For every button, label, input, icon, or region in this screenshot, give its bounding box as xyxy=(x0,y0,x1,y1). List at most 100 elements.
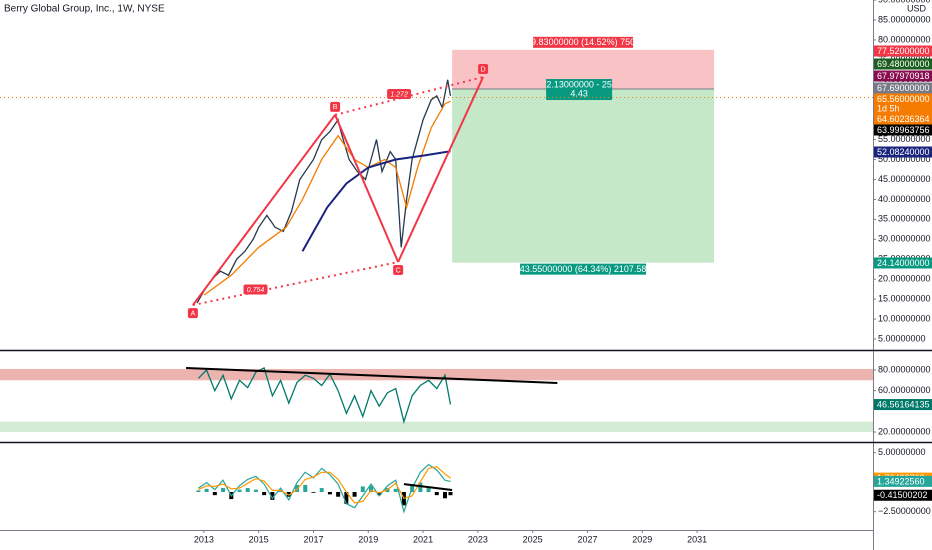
histogram-bar xyxy=(196,490,201,492)
pattern-ratio-line xyxy=(192,261,399,307)
currency: USD xyxy=(907,3,927,13)
x-tick-label: 2027 xyxy=(577,534,597,544)
target-zone xyxy=(452,89,715,263)
histogram-bar xyxy=(360,486,365,492)
y-tick-label: 20.00000000 xyxy=(878,426,931,436)
histogram-bar xyxy=(369,485,374,492)
histogram-bar xyxy=(393,488,398,492)
macd-line xyxy=(198,463,451,514)
stop-label: 9.83000000 (14.52%) 750 xyxy=(531,37,635,47)
ratio-label: 0.754 xyxy=(247,287,265,294)
last-value-label-bg xyxy=(874,399,932,411)
target-label: 43.55000000 (64.34%) 2107.58 xyxy=(520,264,647,274)
x-tick-label: 2031 xyxy=(687,534,707,544)
y-tick-label: 50.00000000 xyxy=(878,154,931,164)
histogram-bar xyxy=(352,491,357,497)
x-tick-label: 2029 xyxy=(632,534,652,544)
histogram-bar xyxy=(418,482,423,492)
price-label: 52.08240000 xyxy=(877,147,930,157)
last-value-label-bg xyxy=(874,475,932,487)
y-tick-label: 55.00000000 xyxy=(878,134,931,144)
x-tick-label: 2013 xyxy=(194,534,214,544)
y-tick-label: 15.00000000 xyxy=(878,293,931,303)
point-label-bg xyxy=(478,64,489,75)
histogram-bar xyxy=(336,491,341,497)
price-label: 67.69000000 xyxy=(877,83,930,93)
price-label-bg xyxy=(874,58,932,70)
x-tick-label: 2025 xyxy=(523,534,543,544)
point-label-bg xyxy=(330,101,341,112)
price-label: 77.52000000 xyxy=(877,46,930,56)
histogram-bar xyxy=(448,491,453,496)
histogram-bar xyxy=(286,491,291,497)
countdown-bg xyxy=(874,104,932,114)
histogram-bar xyxy=(295,484,300,492)
last-value-label: 46.56164135 xyxy=(877,399,930,409)
price-label: 67.97970918 xyxy=(877,71,930,81)
histogram-bar xyxy=(270,491,275,500)
point-label-bg xyxy=(187,308,198,319)
price-label-bg xyxy=(874,257,932,269)
pattern-ratio-line xyxy=(334,76,484,116)
rsi-band xyxy=(0,368,873,381)
y-tick-label: 20.00000000 xyxy=(878,274,931,284)
countdown: 1d 5h xyxy=(877,103,900,113)
rsi-band xyxy=(0,421,873,432)
price-label-bg xyxy=(874,45,932,57)
y-tick-label: 80.00000000 xyxy=(878,34,931,44)
ratio-label: 4.43 xyxy=(570,88,588,98)
point-label: D xyxy=(481,66,486,73)
histogram-bar xyxy=(253,489,258,492)
histogram-bar xyxy=(377,491,382,496)
histogram-bar xyxy=(434,491,439,496)
x-tick-label: 2017 xyxy=(303,534,323,544)
histogram-bar xyxy=(327,491,332,495)
ratio-label-bg xyxy=(243,284,268,295)
y-tick-label: 10.00000000 xyxy=(878,313,931,323)
histogram-bar xyxy=(221,488,226,492)
price-label-bg xyxy=(874,113,932,125)
y-tick-label: 80.00000000 xyxy=(878,364,931,374)
pattern-leg xyxy=(334,114,400,263)
entry-label: 2.13000000 - 25 xyxy=(546,79,612,89)
y-tick-label: 30.00000000 xyxy=(878,234,931,244)
ratio-label: 1.272 xyxy=(390,91,408,98)
x-tick-label: 2019 xyxy=(358,534,378,544)
last-value-label: -0.41500202 xyxy=(877,490,928,500)
trendline xyxy=(403,483,453,491)
histogram-bar xyxy=(212,491,217,496)
ratio-label-bg xyxy=(387,88,412,99)
y-tick-label: 45.00000000 xyxy=(878,174,931,184)
chart-title: Berry Global Group, Inc., 1W, NYSE xyxy=(4,4,165,15)
y-tick-label: 85.00000000 xyxy=(878,14,931,24)
price-label-bg xyxy=(874,93,932,105)
y-tick-label: 60.00000000 xyxy=(878,385,931,395)
stop-label-bg xyxy=(533,36,634,48)
x-tick-label: 2023 xyxy=(468,534,488,544)
last-value-label: 1.34922560 xyxy=(877,476,925,486)
y-tick-label: 5.00000000 xyxy=(878,333,926,343)
point-label: B xyxy=(333,104,338,111)
series-line xyxy=(197,366,452,425)
y-tick-label: 90.00000000 xyxy=(878,0,931,4)
price-label: 24.14000000 xyxy=(877,258,930,268)
series-line xyxy=(301,150,451,252)
pattern-leg xyxy=(397,76,484,263)
point-label: C xyxy=(396,267,401,274)
histogram-bar xyxy=(245,488,250,492)
price-label: 63.99963756 xyxy=(877,125,930,135)
histogram-bar xyxy=(319,488,324,492)
price-label-bg xyxy=(874,124,932,136)
price-label: 65.56000000 xyxy=(877,94,930,104)
histogram-bar xyxy=(237,489,242,492)
pattern-leg xyxy=(192,114,336,306)
histogram-bar xyxy=(442,491,447,499)
price-label: 69.48000000 xyxy=(877,59,930,69)
y-tick-label: 5.00000000 xyxy=(878,447,926,457)
x-tick-label: 2021 xyxy=(413,534,433,544)
x-tick-label: 2015 xyxy=(249,534,269,544)
point-label: A xyxy=(191,310,196,317)
histogram-bar xyxy=(303,484,308,492)
point-label-bg xyxy=(393,265,404,276)
